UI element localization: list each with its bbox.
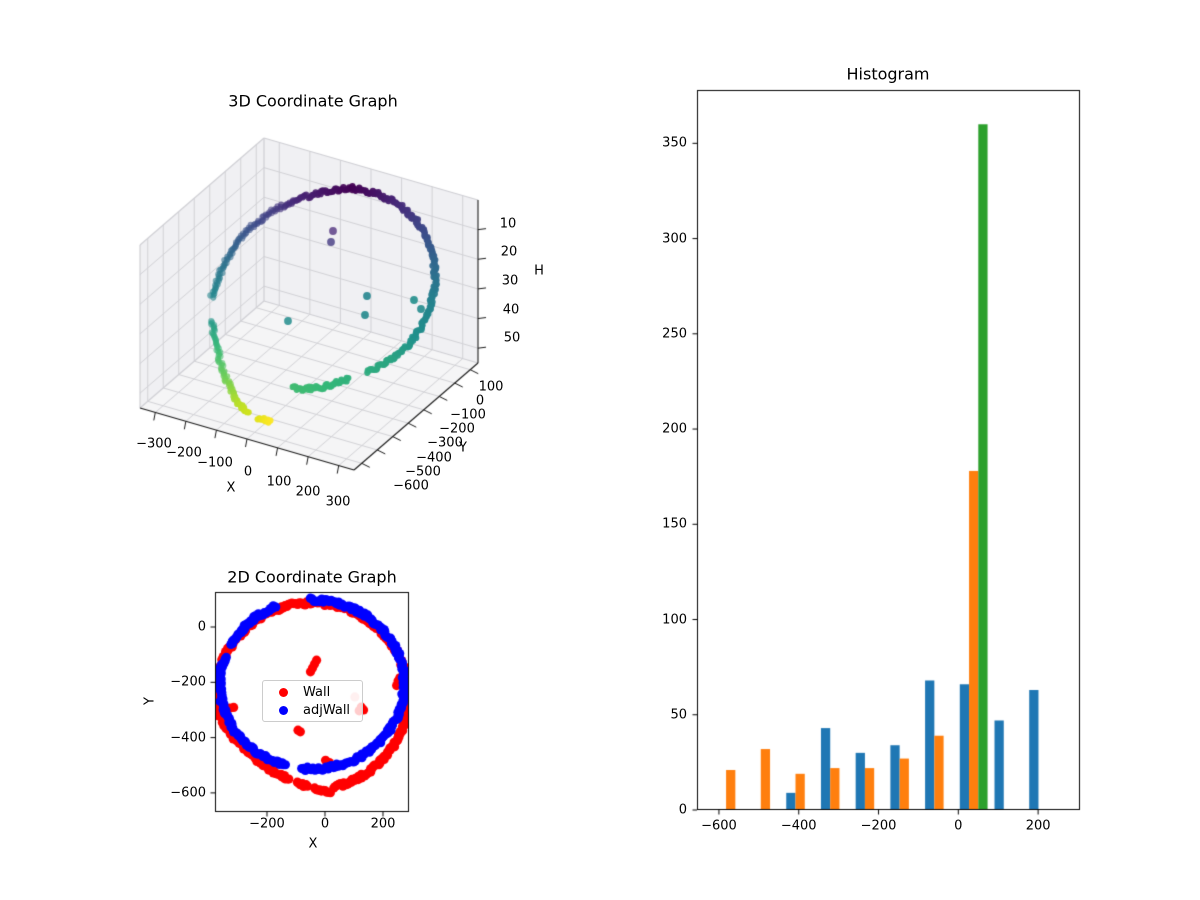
histogram-x-tick-label: −600 <box>701 818 737 834</box>
plot2d-y-axis-label: Y <box>142 697 158 705</box>
histogram-y-tick-label: 350 <box>662 135 687 151</box>
plot3d-x-tick-label: −300 <box>136 436 172 452</box>
plot2d-y-tick-label: 0 <box>197 619 206 635</box>
plot3d-x-tick-label: −200 <box>166 445 202 461</box>
plot2d-x-tick-label: −200 <box>249 816 285 832</box>
histogram-x-tick-label: 200 <box>1025 818 1051 834</box>
plot2d-y-tick-label: −600 <box>170 785 206 801</box>
histogram-title: Histogram <box>846 64 930 84</box>
legend-entry-wall: Wall <box>269 683 356 701</box>
wall-marker-icon <box>279 687 288 697</box>
histogram-y-tick-label: 250 <box>662 326 687 342</box>
plot3d-y-tick-label: 0 <box>475 393 485 409</box>
plot3d-z-tick-label: 10 <box>499 216 517 232</box>
histogram-x-tick-label: −400 <box>780 818 817 834</box>
legend-label-wall: Wall <box>303 684 331 700</box>
plot3d-y-tick-label: −500 <box>405 464 441 480</box>
plot3d-z-tick-label: 40 <box>502 302 520 318</box>
histogram-y-tick-label: 0 <box>678 802 687 818</box>
plot2d-y-tick-label: −400 <box>170 730 206 746</box>
plot3d-x-axis-label: X <box>226 480 236 496</box>
plot3d-z-axis-label: H <box>534 263 544 279</box>
plot3d-x-tick-label: 200 <box>295 484 321 500</box>
plot3d-x-tick-label: 0 <box>243 464 253 480</box>
histogram-y-tick-label: 150 <box>662 516 687 532</box>
plot3d-z-tick-label: 30 <box>501 273 519 289</box>
plot3d-title: 3D Coordinate Graph <box>228 91 398 111</box>
histogram-y-tick-label: 200 <box>662 421 687 437</box>
histogram-y-tick-label: 300 <box>662 231 687 247</box>
plot3d-y-tick-label: −300 <box>427 435 463 451</box>
plot3d-x-tick-label: −100 <box>197 455 233 471</box>
plot3d-y-tick-label: −600 <box>393 478 429 494</box>
histogram-x-tick-label: 0 <box>954 818 963 834</box>
histogram-x-tick-label: −200 <box>860 818 897 834</box>
adjwall-marker-icon <box>279 705 288 715</box>
histogram-axes <box>697 90 1080 810</box>
plot3d-y-tick-label: −400 <box>416 450 452 466</box>
plot3d-y-tick-label: 100 <box>478 379 504 395</box>
plot3d-x-tick-label: 100 <box>266 474 292 490</box>
plot2d-y-tick-label: −200 <box>170 674 206 690</box>
plot3d-x-tick-label: 300 <box>325 494 351 510</box>
plot3d-z-tick-label: 20 <box>500 244 518 260</box>
legend-label-adjwall: adjWall <box>303 702 351 718</box>
plot2d-x-tick-label: 0 <box>320 816 330 832</box>
histogram-y-tick-label: 50 <box>670 707 687 723</box>
plot2d-x-axis-label: X <box>308 836 318 852</box>
legend-entry-adjwall: adjWall <box>269 701 356 719</box>
plot3d-y-axis-label: Y <box>459 440 467 456</box>
plot3d-z-tick-label: 50 <box>503 330 521 346</box>
histogram-y-tick-label: 100 <box>662 612 687 628</box>
plot3d-y-tick-label: −200 <box>439 421 475 437</box>
plot3d-y-tick-label: −100 <box>450 407 486 423</box>
plot2d-x-tick-label: 200 <box>370 816 396 832</box>
plot2d-legend: Wall adjWall <box>262 680 363 722</box>
plot2d-title: 2D Coordinate Graph <box>227 567 397 587</box>
